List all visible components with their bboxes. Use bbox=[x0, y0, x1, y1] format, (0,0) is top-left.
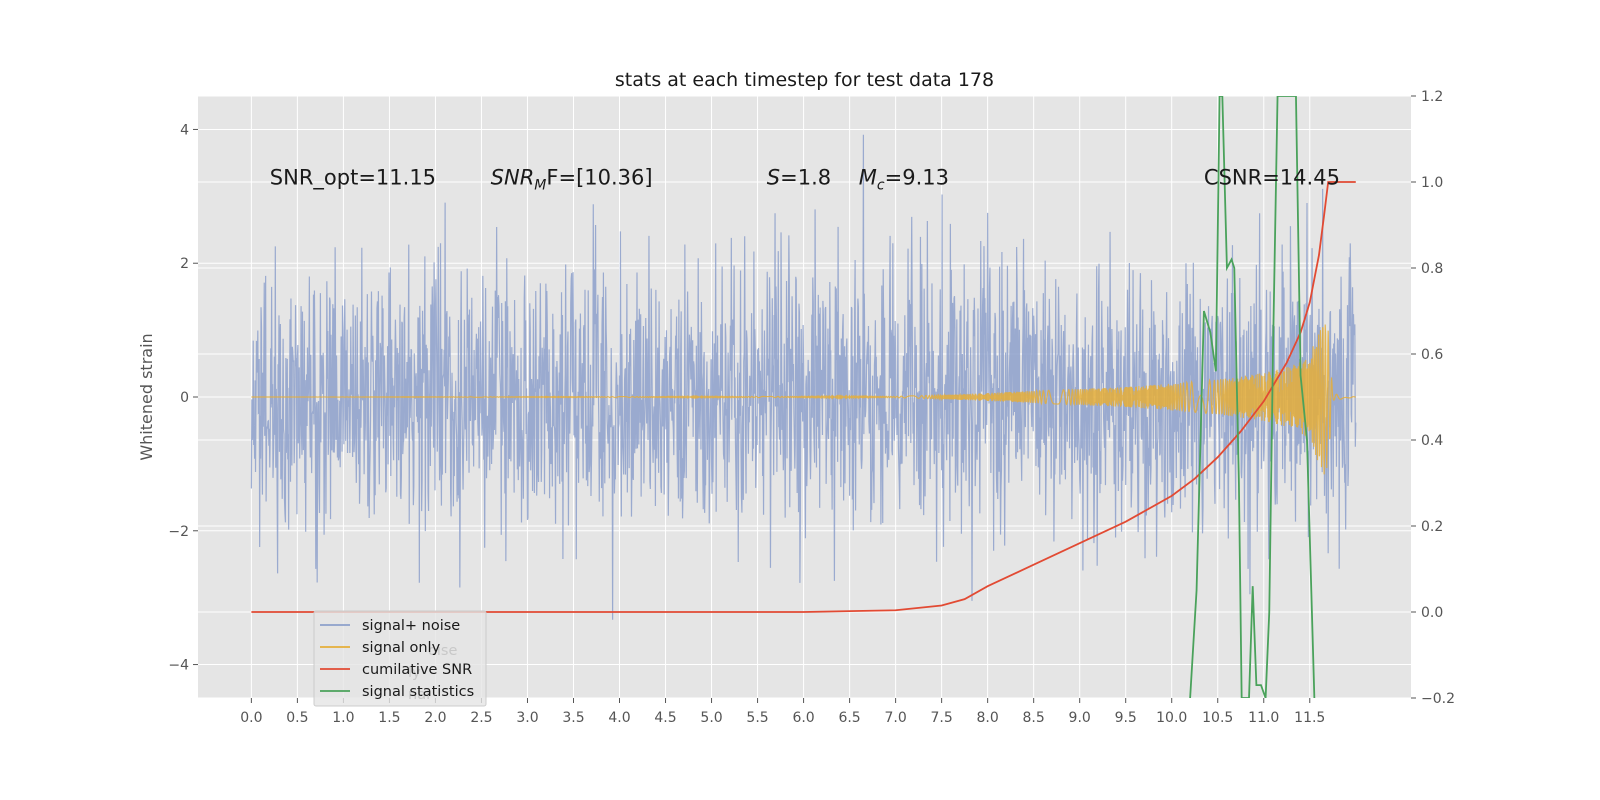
x-tick-label: 5.0 bbox=[700, 710, 722, 726]
y-tick-label: 2 bbox=[180, 256, 189, 272]
x-tick-label: 4.0 bbox=[608, 710, 630, 726]
x-tick-label: 8.0 bbox=[977, 710, 999, 726]
annotation-text: Mc=9.13 bbox=[859, 165, 949, 193]
y2-tick-label: 1.0 bbox=[1421, 175, 1443, 191]
x-tick-label: 6.0 bbox=[792, 710, 814, 726]
series-signal-noise-line bbox=[250, 134, 1357, 620]
x-tick-label: 7.0 bbox=[884, 710, 906, 726]
y-axis-label: Whitened strain bbox=[137, 333, 156, 460]
series-cumulative-snr-line bbox=[251, 181, 1356, 613]
y2-tick-label: 1.2 bbox=[1421, 89, 1443, 105]
axes: 0.0 0.5 1.0 1.5 2.0 2.5 3.0 3.5 4.0 4.5 5.0 5.5 6.0 6… bbox=[168, 89, 1455, 726]
annotation-text: CSNR=14.45 bbox=[1204, 165, 1340, 189]
y2-tick-label: 0.6 bbox=[1421, 347, 1443, 363]
annotation-main: M bbox=[859, 165, 877, 189]
legend-label: signal+ noise bbox=[362, 618, 460, 634]
clipped-series bbox=[250, 96, 1357, 698]
x-tick-label: 1.0 bbox=[332, 710, 354, 726]
annotation-sub: M bbox=[534, 177, 546, 193]
x-tick-label: 6.5 bbox=[838, 710, 860, 726]
x-tick-label: 0.5 bbox=[286, 710, 308, 726]
y2-tick-label: 0.8 bbox=[1421, 261, 1443, 277]
annotation-text: S=1.8 bbox=[767, 165, 831, 189]
annotation-main: S bbox=[767, 165, 780, 189]
series-signal-only-line bbox=[251, 324, 1356, 475]
legend-ghost-text: ly bbox=[408, 665, 421, 681]
x-tick-label: 0.0 bbox=[240, 710, 262, 726]
x-tick-label: 11.5 bbox=[1294, 710, 1325, 726]
y-tick-label: −4 bbox=[168, 658, 189, 674]
annotation-rest: F=[10.36] bbox=[546, 165, 652, 189]
x-tick-label: 9.5 bbox=[1115, 710, 1137, 726]
series-signal-statistics-line bbox=[1189, 96, 1316, 698]
data-layer bbox=[250, 96, 1357, 698]
x-tick-label: 3.0 bbox=[516, 710, 538, 726]
y-tick-label: 4 bbox=[180, 122, 189, 138]
x-tick-label: 5.5 bbox=[746, 710, 768, 726]
x-tick-label: 11.0 bbox=[1248, 710, 1279, 726]
legend-label: cumilative SNR bbox=[362, 662, 472, 678]
x-tick-label: 4.5 bbox=[654, 710, 676, 726]
annotation-text: SNR_opt=11.15 bbox=[270, 165, 436, 190]
annotation-rest: =1.8 bbox=[780, 165, 831, 189]
legend-box bbox=[313, 610, 487, 707]
legend-label: signal statistics bbox=[362, 684, 474, 700]
annotation-sub: c bbox=[877, 177, 885, 193]
y-tick-label: −2 bbox=[168, 524, 189, 540]
x-tick-label: 10.5 bbox=[1202, 710, 1233, 726]
x-tick-label: 7.5 bbox=[930, 710, 952, 726]
chart-title: stats at each timestep for test data 178 bbox=[615, 69, 994, 91]
x-tick-label: 8.5 bbox=[1023, 710, 1045, 726]
y2-tick-label: 0.0 bbox=[1421, 605, 1443, 621]
annotation-rest: =9.13 bbox=[885, 165, 949, 189]
x-tick-label: 2.0 bbox=[424, 710, 446, 726]
annotations: SNR_opt=11.15 SNRMF=[10.36] S=1.8 Mc=9.13 CS… bbox=[270, 165, 1340, 193]
y2-tick-label: −0.2 bbox=[1421, 691, 1455, 707]
y-tick-label: 0 bbox=[180, 390, 189, 406]
x-tick-label: 2.5 bbox=[470, 710, 492, 726]
legend-ghost-text: nal bbox=[408, 687, 430, 703]
annotation-text: SNRMF=[10.36] bbox=[491, 165, 653, 193]
legend-ghost-text: oise bbox=[428, 643, 457, 659]
x-tick-label: 9.0 bbox=[1069, 710, 1091, 726]
y2-tick-label: 0.4 bbox=[1421, 433, 1443, 449]
x-tick-label: 10.0 bbox=[1156, 710, 1187, 726]
annotation-main: SNR bbox=[491, 165, 535, 189]
legend-label: signal only bbox=[362, 640, 441, 656]
x-tick-label: 3.5 bbox=[562, 710, 584, 726]
y2-tick-label: 0.2 bbox=[1421, 519, 1443, 535]
x-tick-label: 1.5 bbox=[378, 710, 400, 726]
